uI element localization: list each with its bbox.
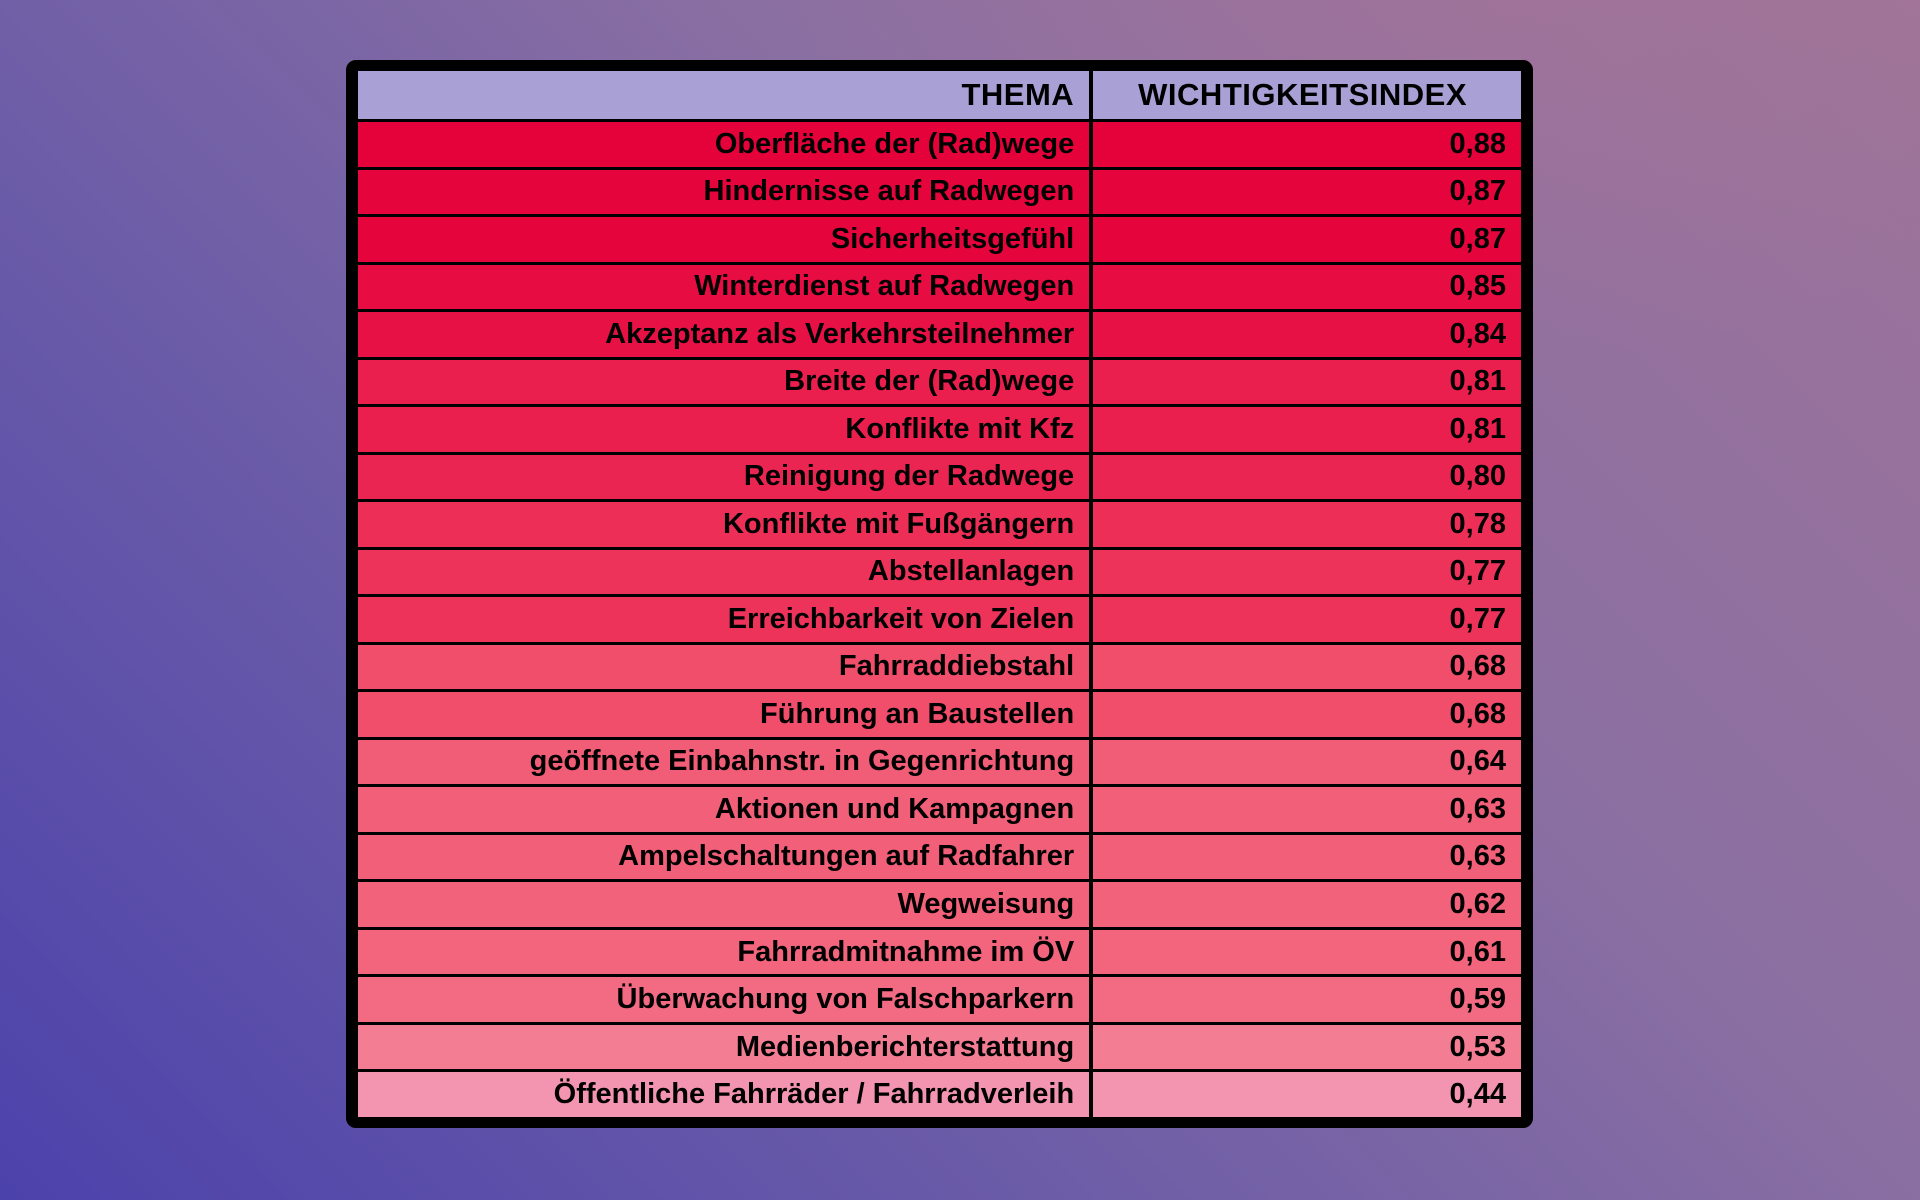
index-value-cell: 0,61 xyxy=(1089,926,1525,978)
thema-cell: Reinigung der Radwege xyxy=(354,451,1094,503)
index-value-cell: 0,87 xyxy=(1089,166,1525,218)
table-row: Medienberichterstattung 0,53 xyxy=(354,1021,1525,1073)
table-row: Breite der (Rad)wege 0,81 xyxy=(354,356,1525,408)
thema-cell: Überwachung von Falschparkern xyxy=(354,974,1094,1025)
table-row: Erreichbarkeit von Zielen 0,77 xyxy=(354,594,1525,645)
index-value-cell: 0,78 xyxy=(1089,499,1525,550)
thema-cell: Konflikte mit Kfz xyxy=(354,404,1094,455)
column-header-thema: THEMA xyxy=(354,68,1094,122)
table-row: geöffnete Einbahnstr. in Gegenrichtung 0,… xyxy=(354,736,1525,788)
thema-cell: Hindernisse auf Radwegen xyxy=(354,166,1094,218)
thema-cell: Fahrraddiebstahl xyxy=(354,641,1094,693)
table-row: Wegweisung 0,62 xyxy=(354,879,1525,930)
thema-cell: Akzeptanz als Verkehrsteilnehmer xyxy=(354,309,1094,360)
table-row: Konflikte mit Fußgängern 0,78 xyxy=(354,499,1525,550)
thema-cell: Medienberichterstattung xyxy=(354,1021,1094,1073)
index-value-cell: 0,80 xyxy=(1089,451,1525,503)
index-value-cell: 0,62 xyxy=(1089,879,1525,930)
table-row: Abstellanlagen 0,77 xyxy=(354,546,1525,598)
index-value-cell: 0,44 xyxy=(1089,1069,1525,1120)
table-row: Hindernisse auf Radwegen 0,87 xyxy=(354,166,1525,218)
index-value-cell: 0,88 xyxy=(1089,119,1525,170)
table-row: Akzeptanz als Verkehrsteilnehmer 0,84 xyxy=(354,309,1525,360)
table-row: Winterdienst auf Radwegen 0,85 xyxy=(354,261,1525,313)
index-value-cell: 0,64 xyxy=(1089,736,1525,788)
thema-cell: Führung an Baustellen xyxy=(354,689,1094,740)
thema-cell: Öffentliche Fahrräder / Fahrradverleih xyxy=(354,1069,1094,1120)
table-row: Konflikte mit Kfz 0,81 xyxy=(354,404,1525,455)
thema-cell: Wegweisung xyxy=(354,879,1094,930)
thema-cell: Erreichbarkeit von Zielen xyxy=(354,594,1094,645)
thema-cell: geöffnete Einbahnstr. in Gegenrichtung xyxy=(354,736,1094,788)
table-row: Oberfläche der (Rad)wege 0,88 xyxy=(354,119,1525,170)
index-value-cell: 0,81 xyxy=(1089,404,1525,455)
table-row: Fahrraddiebstahl 0,68 xyxy=(354,641,1525,693)
table-row: Überwachung von Falschparkern 0,59 xyxy=(354,974,1525,1025)
index-value-cell: 0,84 xyxy=(1089,309,1525,360)
table-row: Führung an Baustellen 0,68 xyxy=(354,689,1525,740)
header-row: THEMA WICHTIGKEITSINDEX xyxy=(354,68,1525,122)
thema-cell: Konflikte mit Fußgängern xyxy=(354,499,1094,550)
table-header: THEMA WICHTIGKEITSINDEX xyxy=(354,68,1525,122)
index-value-cell: 0,85 xyxy=(1089,261,1525,313)
index-value-cell: 0,87 xyxy=(1089,214,1525,265)
column-header-wichtigkeitsindex: WICHTIGKEITSINDEX xyxy=(1089,68,1525,122)
index-value-cell: 0,63 xyxy=(1089,831,1525,883)
index-value-cell: 0,81 xyxy=(1089,356,1525,408)
table-row: Reinigung der Radwege 0,80 xyxy=(354,451,1525,503)
table-row: Sicherheitsgefühl 0,87 xyxy=(354,214,1525,265)
index-value-cell: 0,68 xyxy=(1089,689,1525,740)
index-value-cell: 0,68 xyxy=(1089,641,1525,693)
thema-cell: Fahrradmitnahme im ÖV xyxy=(354,926,1094,978)
index-value-cell: 0,77 xyxy=(1089,546,1525,598)
thema-cell: Aktionen und Kampagnen xyxy=(354,784,1094,835)
table-row: Aktionen und Kampagnen 0,63 xyxy=(354,784,1525,835)
thema-cell: Breite der (Rad)wege xyxy=(354,356,1094,408)
index-value-cell: 0,77 xyxy=(1089,594,1525,645)
thema-cell: Oberfläche der (Rad)wege xyxy=(354,119,1094,170)
index-value-cell: 0,63 xyxy=(1089,784,1525,835)
table-row: Fahrradmitnahme im ÖV 0,61 xyxy=(354,926,1525,978)
data-table: THEMA WICHTIGKEITSINDEX Oberfläche der (… xyxy=(354,68,1525,1120)
thema-cell: Ampelschaltungen auf Radfahrer xyxy=(354,831,1094,883)
table-body: Oberfläche der (Rad)wege 0,88 Hindernisse … xyxy=(354,119,1525,1120)
thema-cell: Abstellanlagen xyxy=(354,546,1094,598)
table-row: Öffentliche Fahrräder / Fahrradverleih 0,… xyxy=(354,1069,1525,1120)
thema-cell: Winterdienst auf Radwegen xyxy=(354,261,1094,313)
table-row: Ampelschaltungen auf Radfahrer 0,63 xyxy=(354,831,1525,883)
importance-index-table: THEMA WICHTIGKEITSINDEX Oberfläche der (… xyxy=(346,60,1533,1128)
index-value-cell: 0,59 xyxy=(1089,974,1525,1025)
thema-cell: Sicherheitsgefühl xyxy=(354,214,1094,265)
index-value-cell: 0,53 xyxy=(1089,1021,1525,1073)
